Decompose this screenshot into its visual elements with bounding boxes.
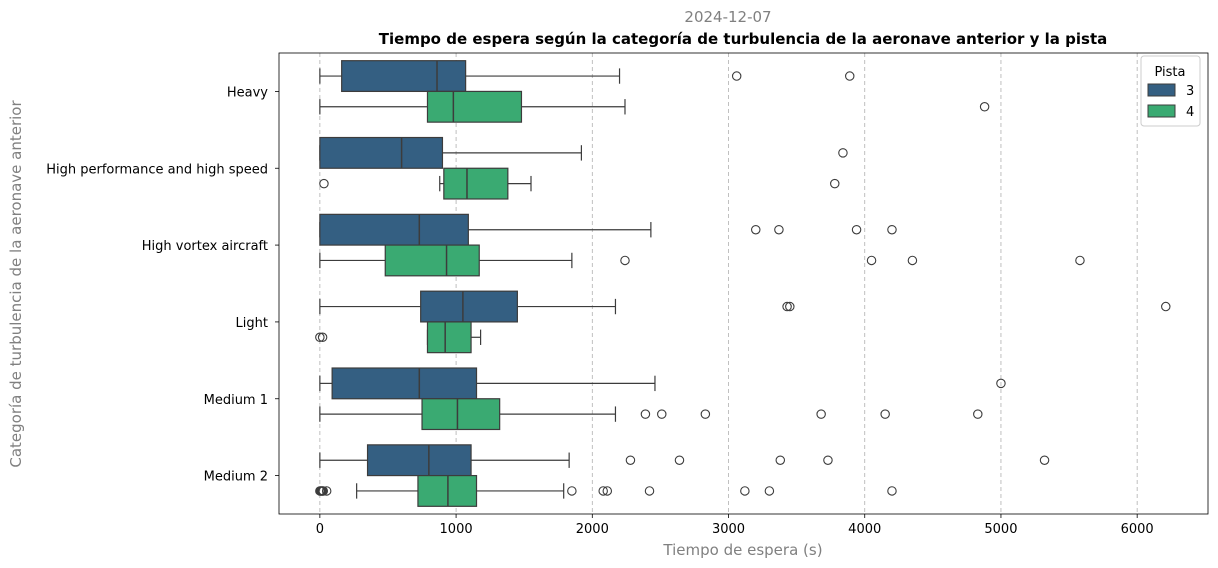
legend-swatch bbox=[1147, 104, 1176, 118]
outlier-point bbox=[880, 409, 890, 419]
outlier-point bbox=[740, 486, 750, 496]
outlier-point bbox=[866, 255, 877, 266]
outlier-point bbox=[996, 378, 1006, 389]
x-tick-label: 2000 bbox=[576, 522, 609, 537]
legend-title: Pista bbox=[1154, 65, 1185, 80]
y-axis-ticks: Heavy High performance and high speed High… bbox=[46, 85, 279, 485]
box-group bbox=[319, 444, 1050, 477]
box-iqr bbox=[426, 90, 523, 123]
outlier-point bbox=[602, 486, 613, 496]
box-group bbox=[319, 167, 840, 200]
y-tick-label: Light bbox=[236, 316, 268, 331]
chart-title: Tiempo de espera según la categoría de t… bbox=[379, 30, 1107, 48]
outlier-point bbox=[674, 455, 685, 465]
outlier-point bbox=[775, 455, 786, 465]
box-iqr bbox=[384, 244, 480, 277]
box-group bbox=[319, 136, 848, 169]
outlier-point bbox=[844, 71, 855, 81]
outlier-point bbox=[764, 486, 775, 496]
outlier-point bbox=[319, 178, 329, 189]
box-iqr bbox=[319, 213, 469, 246]
y-tick-label: Medium 1 bbox=[204, 393, 268, 408]
box-iqr bbox=[421, 398, 501, 431]
outlier-point bbox=[973, 409, 983, 419]
outlier-point bbox=[830, 178, 840, 189]
x-axis-title: Tiempo de espera (s) bbox=[662, 541, 822, 559]
legend-swatch bbox=[1147, 83, 1176, 97]
box-iqr bbox=[420, 290, 518, 323]
outlier-point bbox=[315, 332, 325, 343]
outlier-point bbox=[625, 455, 636, 465]
outlier-point bbox=[318, 486, 329, 496]
y-axis-title: Categoría de turbulencia de la aeronave … bbox=[7, 100, 25, 468]
x-tick-label: 5000 bbox=[984, 522, 1017, 537]
outlier-point bbox=[823, 455, 833, 465]
legend-label: 3 bbox=[1186, 84, 1194, 99]
outlier-point bbox=[1039, 455, 1050, 465]
outlier-point bbox=[785, 301, 795, 312]
box-group bbox=[319, 367, 1006, 400]
outlier-point bbox=[782, 301, 792, 312]
outlier-point bbox=[567, 486, 577, 496]
outlier-point bbox=[838, 148, 848, 158]
outlier-point bbox=[751, 224, 761, 235]
box-group bbox=[319, 244, 1085, 277]
box-group bbox=[319, 60, 855, 93]
box-iqr bbox=[319, 136, 444, 169]
box-group bbox=[319, 213, 897, 246]
legend-label: 4 bbox=[1186, 105, 1194, 120]
box-group bbox=[319, 290, 1171, 323]
outlier-point bbox=[644, 486, 655, 496]
y-tick-label: High performance and high speed bbox=[46, 162, 268, 177]
outlier-point bbox=[1075, 255, 1085, 266]
x-tick-label: 3000 bbox=[712, 522, 745, 537]
box-iqr bbox=[366, 444, 472, 477]
outlier-point bbox=[321, 486, 332, 496]
box-iqr bbox=[426, 321, 472, 354]
chart-date-label: 2024-12-07 bbox=[684, 8, 771, 26]
outlier-point bbox=[979, 102, 990, 112]
box-iqr bbox=[341, 60, 467, 93]
box-group bbox=[315, 474, 897, 507]
outlier-point bbox=[598, 486, 608, 496]
box-group bbox=[319, 90, 990, 123]
outlier-point bbox=[640, 409, 651, 419]
legend-items: 34 bbox=[1147, 83, 1194, 120]
y-tick-label: Heavy bbox=[227, 85, 268, 100]
outlier-point bbox=[774, 224, 784, 235]
box-group bbox=[319, 398, 983, 431]
outlier-point bbox=[620, 255, 630, 266]
outlier-point bbox=[1161, 301, 1171, 312]
outlier-point bbox=[816, 409, 826, 419]
outlier-point bbox=[887, 224, 897, 235]
outlier-point bbox=[657, 409, 667, 419]
box-marks bbox=[315, 60, 1171, 507]
outlier-point bbox=[907, 255, 918, 266]
outlier-point bbox=[731, 71, 742, 81]
y-tick-label: High vortex aircraft bbox=[142, 239, 268, 254]
box-group bbox=[315, 321, 482, 354]
x-tick-label: 1000 bbox=[440, 522, 473, 537]
plot-area-frame bbox=[278, 52, 1209, 515]
x-tick-label: 0 bbox=[316, 522, 324, 537]
legend: Pista 34 bbox=[1140, 55, 1201, 127]
x-tick-label: 6000 bbox=[1121, 522, 1154, 537]
y-tick-label: Medium 2 bbox=[204, 470, 268, 485]
x-tick-label: 4000 bbox=[848, 522, 881, 537]
x-axis-ticks: 0 1000 2000 3000 4000 5000 6000 bbox=[316, 514, 1154, 537]
outlier-point bbox=[700, 409, 711, 419]
box-iqr bbox=[443, 167, 509, 200]
outlier-point bbox=[851, 224, 862, 235]
outlier-point bbox=[887, 486, 897, 496]
box-iqr bbox=[331, 367, 478, 400]
outlier-point bbox=[317, 332, 328, 343]
